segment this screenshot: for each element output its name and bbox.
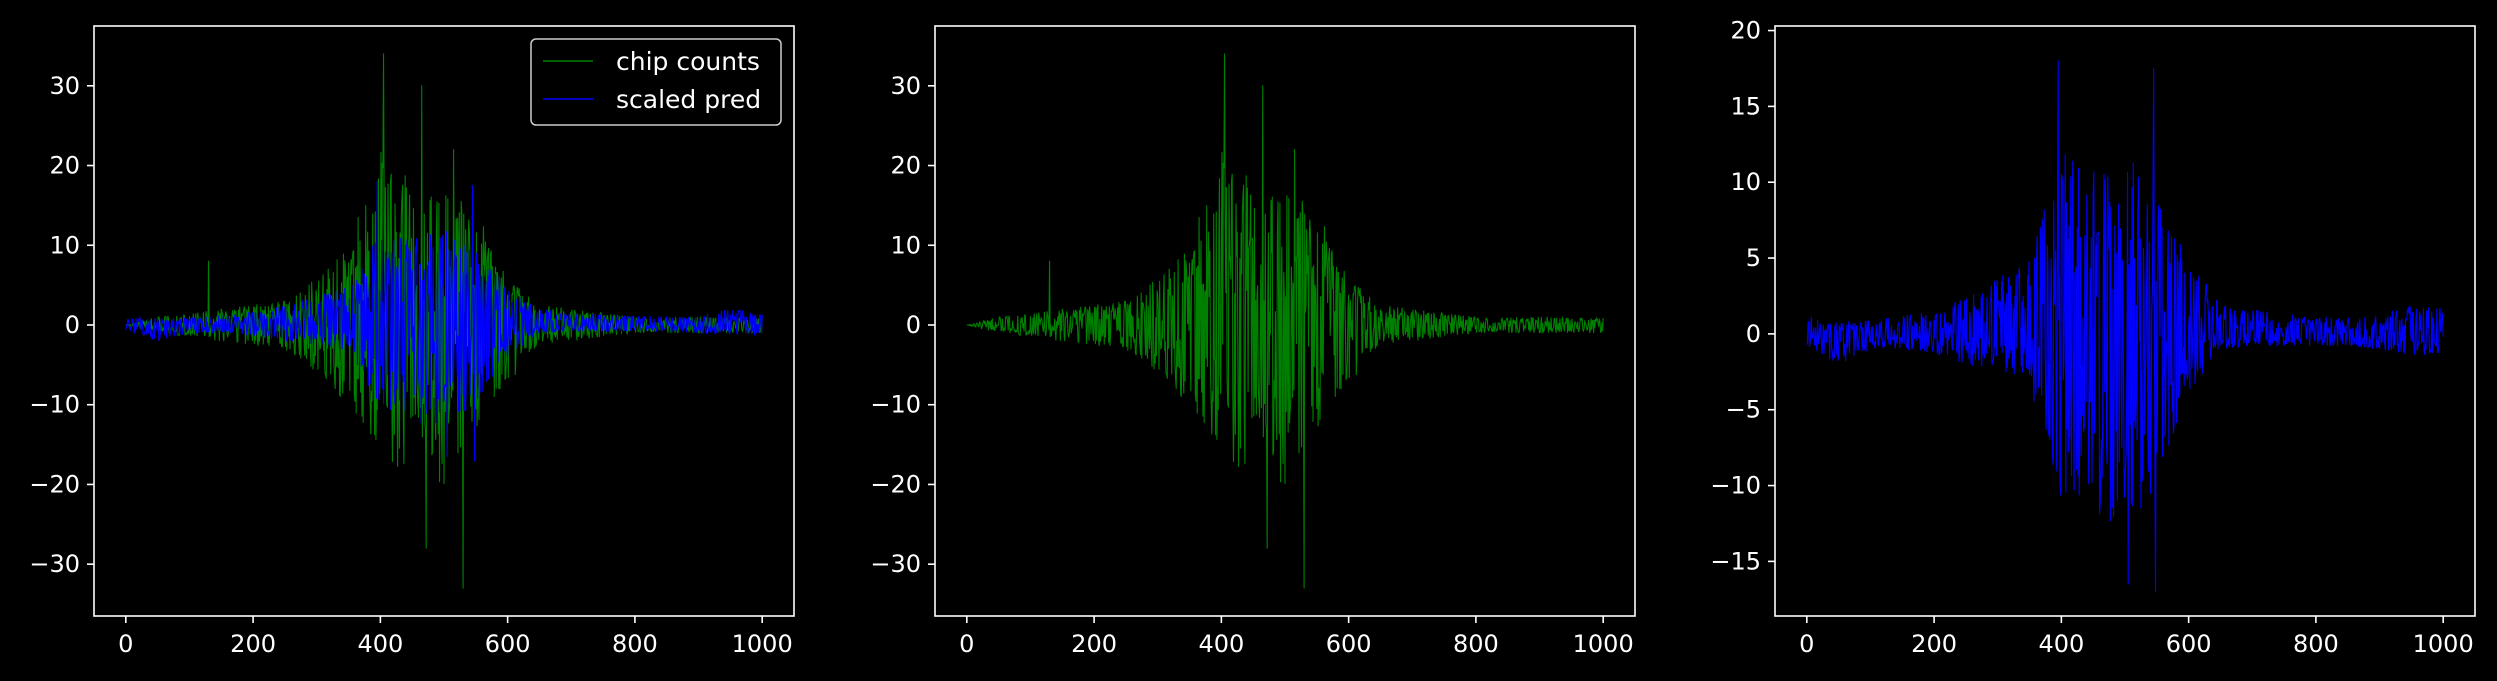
x-tick-label: 800 xyxy=(1453,630,1499,658)
y-tick-label: −5 xyxy=(1726,396,1761,424)
y-tick-label: −10 xyxy=(870,391,921,419)
y-tick-label: −10 xyxy=(1710,472,1761,500)
y-tick-label: 5 xyxy=(1746,244,1761,272)
axes-frame xyxy=(93,25,795,617)
y-tick-label: −15 xyxy=(1710,547,1761,575)
legend-label-scaled-pred: scaled pred xyxy=(616,85,761,114)
y-tick-label: 15 xyxy=(1730,92,1761,120)
y-tick-label: −10 xyxy=(29,391,80,419)
y-tick-label: 30 xyxy=(49,72,80,100)
legend: chip counts scaled pred xyxy=(530,38,782,126)
x-tick-label: 1000 xyxy=(2413,630,2474,658)
y-tick-label: 0 xyxy=(1746,320,1761,348)
x-tick-label: 400 xyxy=(357,630,403,658)
x-tick-label: 200 xyxy=(230,630,276,658)
y-tick-label: −30 xyxy=(29,550,80,578)
panel-combined: 0 200 400 600 800 1000 −30 −20 −10 0 10 20 30 xyxy=(29,25,795,658)
series-line-scaled-pred xyxy=(125,180,763,462)
x-tick-label: 800 xyxy=(2293,630,2339,658)
y-tick-label: −30 xyxy=(870,550,921,578)
plot-area xyxy=(125,53,763,589)
y-tick-label: 0 xyxy=(65,311,80,339)
y-tick-label: 10 xyxy=(49,231,80,259)
y-tick-label: 10 xyxy=(1730,168,1761,196)
x-tick-label: 200 xyxy=(1071,630,1117,658)
x-tick-label: 600 xyxy=(1326,630,1372,658)
y-tick-label: 10 xyxy=(890,231,921,259)
y-tick-label: 0 xyxy=(906,311,921,339)
x-tick-label: 800 xyxy=(612,630,658,658)
x-tick-label: 400 xyxy=(2038,630,2084,658)
series-line-series-0 xyxy=(966,53,1604,589)
series-line-series-0 xyxy=(1806,60,2444,593)
x-tick-label: 0 xyxy=(118,630,133,658)
y-tick-label: 30 xyxy=(890,72,921,100)
x-tick-label: 600 xyxy=(2166,630,2212,658)
plot-area xyxy=(966,53,1604,589)
x-tick-label: 600 xyxy=(485,630,531,658)
panel-chip-counts: 0 200 400 600 800 1000 −30 −20 −10 0 10 20 30 xyxy=(870,25,1636,658)
legend-frame xyxy=(530,38,782,126)
y-tick-label: −20 xyxy=(870,470,921,498)
axes-frame xyxy=(1774,25,2476,617)
y-tick-label: 20 xyxy=(1730,17,1761,45)
y-tick-label: 20 xyxy=(49,152,80,180)
x-tick-label: 1000 xyxy=(732,630,793,658)
x-tick-label: 1000 xyxy=(1573,630,1634,658)
plot-area xyxy=(1806,60,2444,593)
x-tick-label: 200 xyxy=(1911,630,1957,658)
panel-scaled-pred: 0 200 400 600 800 1000 −15 −10 −5 0 5 10 15 20 xyxy=(1710,17,2476,658)
x-tick-label: 0 xyxy=(959,630,974,658)
y-tick-label: −20 xyxy=(29,470,80,498)
y-tick-label: 20 xyxy=(890,152,921,180)
axes-frame xyxy=(934,25,1636,617)
x-tick-label: 400 xyxy=(1198,630,1244,658)
legend-label-chip-counts: chip counts xyxy=(616,47,760,76)
x-tick-label: 0 xyxy=(1799,630,1814,658)
